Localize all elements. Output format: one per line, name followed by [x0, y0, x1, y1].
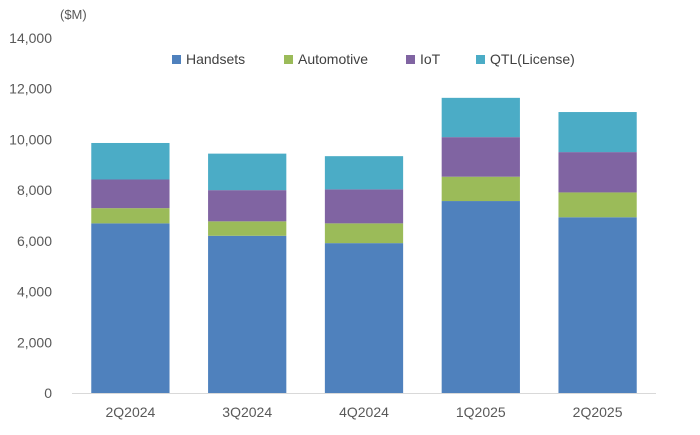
bar-segment-automotive-3Q2024 [208, 221, 287, 236]
y-tick-label: 6,000 [17, 233, 52, 249]
legend-swatch [284, 55, 293, 64]
bar-segment-iot-2Q2025 [558, 152, 637, 193]
bar-segment-qtl-license--2Q2024 [91, 142, 170, 180]
y-tick-label: 10,000 [9, 131, 52, 147]
bar-segment-handsets-2Q2024 [91, 223, 170, 393]
bar-segment-qtl-license--2Q2025 [558, 112, 637, 153]
bar-segment-automotive-4Q2024 [324, 223, 404, 244]
legend-item: IoT [406, 51, 441, 67]
bar-segment-iot-2Q2024 [91, 179, 170, 209]
legend-label: IoT [420, 51, 441, 67]
bars [91, 97, 637, 393]
bar-segment-iot-4Q2024 [324, 189, 404, 224]
bar-segment-qtl-license--3Q2024 [208, 153, 287, 191]
bar-stack-4Q2024 [324, 156, 404, 393]
bar-stack-1Q2025 [441, 97, 520, 393]
bar-segment-handsets-2Q2025 [558, 217, 637, 393]
y-tick-label: 8,000 [17, 182, 52, 198]
y-unit-label: ($M) [60, 7, 87, 22]
bar-segment-iot-3Q2024 [208, 190, 287, 222]
bar-segment-iot-1Q2025 [441, 137, 520, 177]
bar-stack-2Q2025 [558, 112, 637, 393]
bar-stack-3Q2024 [208, 153, 287, 393]
y-tick-label: 0 [44, 385, 52, 401]
x-tick-label: 3Q2024 [222, 404, 272, 420]
legend-item: Handsets [172, 51, 245, 67]
bar-segment-qtl-license--4Q2024 [324, 156, 404, 190]
legend-item: QTL(License) [476, 51, 575, 67]
x-tick-label: 2Q2024 [105, 404, 155, 420]
bar-segment-automotive-2Q2025 [558, 192, 637, 218]
bar-stack-2Q2024 [91, 142, 170, 393]
x-axis: 2Q2024 3Q2024 4Q2024 1Q2025 2Q2025 [72, 393, 656, 420]
bar-segment-qtl-license--1Q2025 [441, 97, 520, 138]
y-tick-label: 12,000 [9, 81, 52, 97]
legend-item: Automotive [284, 51, 368, 67]
y-tick-label: 2,000 [17, 334, 52, 350]
y-tick-label: 4,000 [17, 284, 52, 300]
bar-segment-handsets-3Q2024 [208, 235, 287, 393]
legend: Handsets Automotive IoT QTL(License) [172, 51, 575, 67]
legend-label: QTL(License) [490, 51, 575, 67]
y-axis: 0 2,000 4,000 6,000 8,000 10,000 12,000 14,000 [9, 30, 52, 401]
x-tick-label: 2Q2025 [573, 404, 623, 420]
x-tick-label: 1Q2025 [456, 404, 506, 420]
y-tick-label: 14,000 [9, 30, 52, 46]
bar-segment-handsets-1Q2025 [441, 201, 520, 393]
legend-swatch [476, 55, 485, 64]
bar-segment-handsets-4Q2024 [324, 243, 404, 393]
legend-swatch [172, 55, 181, 64]
bar-segment-automotive-1Q2025 [441, 176, 520, 202]
legend-label: Automotive [298, 51, 368, 67]
legend-label: Handsets [186, 51, 245, 67]
legend-swatch [406, 55, 415, 64]
x-tick-label: 4Q2024 [339, 404, 389, 420]
bar-segment-automotive-2Q2024 [91, 208, 170, 224]
